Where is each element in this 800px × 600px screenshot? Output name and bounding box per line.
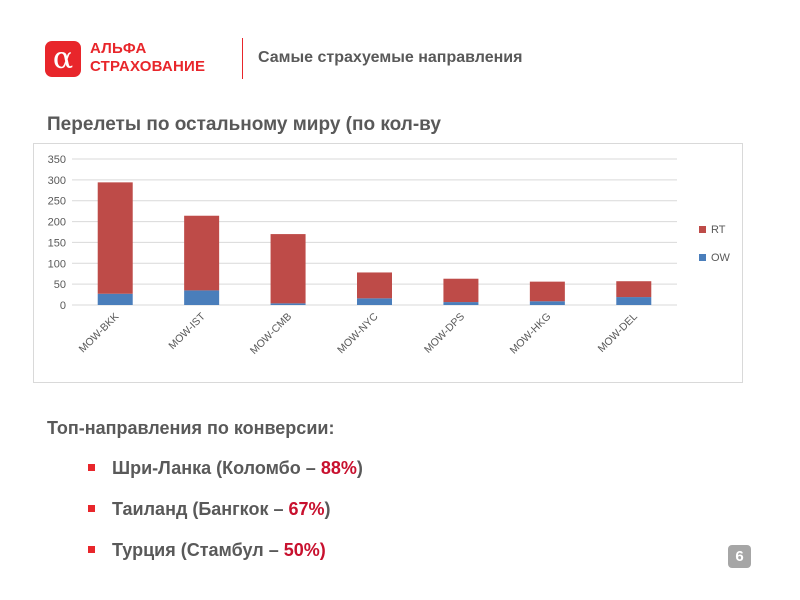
y-tick-label: 200 [48,217,66,229]
x-tick-label: MOW-BKK [77,311,122,356]
x-tick-label: MOW-DPS [422,311,467,356]
y-tick-label: 350 [48,154,66,166]
section-subtitle: Перелеты по остальному миру (по кол-ву [47,114,441,135]
bar-rt-mow-cmb [270,234,306,304]
bar-ow-mow-del [616,297,652,305]
bar-rt-mow-del [616,281,652,298]
item-percent: 88% [320,458,357,478]
item-percent: 67% [288,499,325,519]
list-item: Турция (Стамбул – 50%) [88,532,363,573]
stacked-bar-chart: 0 50 100 150 200 250 300 350 MOW-BKK MOW-IST MOW-C… [48,154,731,357]
x-tick-label: MOW-IST [166,310,208,352]
company-logo-mark: α [45,41,81,77]
bullet-icon [88,505,95,512]
legend-swatch-ow [699,254,706,261]
bar-rt-mow-dps [443,278,479,303]
bar-ow-mow-ist [184,290,220,305]
company-logo-text: АЛЬФА СТРАХОВАНИЕ [90,40,205,76]
y-tick-label: 50 [54,279,66,291]
bullet-icon [88,464,95,471]
list-item: Шри-Ланка (Коломбо – 88%) [88,450,363,491]
bullet-icon [88,546,95,553]
bar-rt-mow-bkk [97,182,133,294]
bar-rt-mow-nyc [357,272,392,299]
header-divider [242,38,243,79]
item-percent: 50%) [283,540,326,560]
x-tick-label: MOW-NYC [335,310,381,356]
x-tick-label: MOW-CMB [248,311,294,357]
logo-line-2: СТРАХОВАНИЕ [90,58,206,75]
legend-swatch-rt [699,226,706,233]
legend-label-ow: OW [711,252,731,264]
page-number-badge: 6 [728,545,751,568]
y-tick-label: 250 [48,196,66,208]
y-tick-label: 150 [48,237,66,249]
logo-line-1: АЛЬФА [90,40,147,57]
bar-ow-mow-nyc [357,298,392,305]
bar-ow-mow-dps [443,302,479,305]
bar-ow-mow-bkk [97,293,133,305]
list-item: Таиланд (Бангкок – 67%) [88,491,363,532]
tops-list: Шри-Ланка (Коломбо – 88%) Таиланд (Бангк… [88,450,363,573]
x-tick-label: MOW-DEL [596,311,640,355]
item-close: ) [324,499,331,519]
y-tick-label: 300 [48,175,66,187]
item-text: Таиланд (Бангкок – [112,499,289,519]
slide-title: Самые страхуемые направления [258,49,523,66]
y-tick-label: 100 [48,258,66,270]
legend-label-rt: RT [711,224,726,236]
item-close: ) [356,458,363,478]
bar-ow-mow-hkg [529,301,565,305]
y-tick-label: 0 [60,300,66,312]
item-text: Шри-Ланка (Коломбо – [112,458,321,478]
x-tick-label: MOW-HKG [508,311,554,357]
item-text: Турция (Стамбул – [112,540,284,560]
tops-heading: Топ-направления по конверсии: [47,418,335,438]
bar-rt-mow-ist [184,215,220,291]
bar-rt-mow-hkg [529,281,565,302]
bar-chart-frame: 0 50 100 150 200 250 300 350 MOW-BKK MOW-IST MOW-C… [33,143,743,383]
bar-ow-mow-cmb [270,303,306,305]
